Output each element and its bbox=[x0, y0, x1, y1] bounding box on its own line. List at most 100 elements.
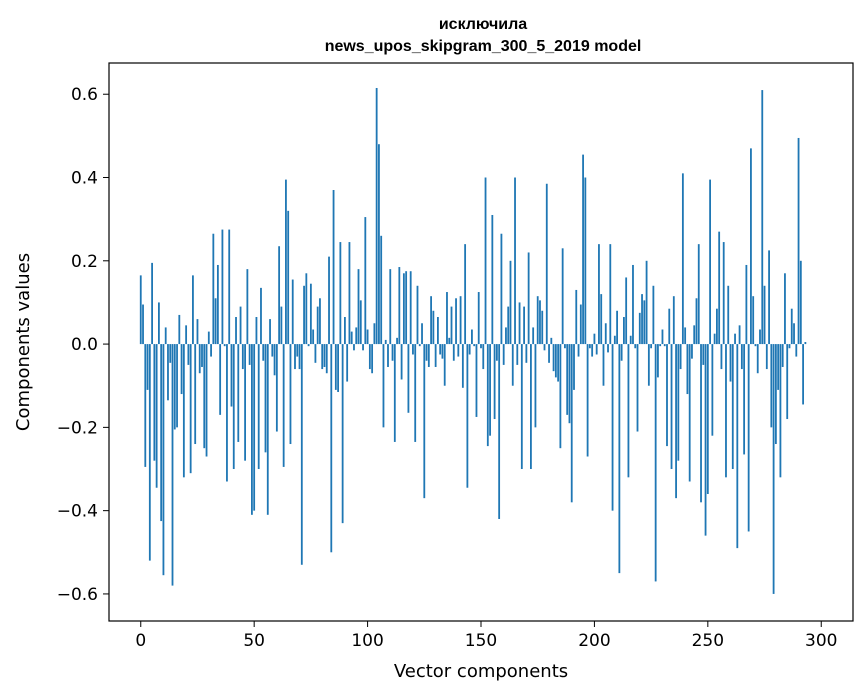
bar bbox=[759, 329, 761, 345]
bar bbox=[319, 298, 321, 345]
bar bbox=[266, 344, 269, 515]
bar bbox=[226, 344, 228, 482]
bar bbox=[273, 344, 276, 376]
bar bbox=[210, 344, 212, 357]
bar bbox=[709, 179, 711, 345]
bar bbox=[405, 271, 408, 345]
bar bbox=[205, 344, 208, 457]
bar bbox=[362, 344, 364, 351]
bar bbox=[700, 344, 702, 503]
bar bbox=[727, 285, 730, 345]
bar bbox=[495, 344, 498, 361]
bar bbox=[382, 344, 385, 428]
bar bbox=[201, 344, 203, 367]
bar bbox=[264, 344, 267, 453]
bar bbox=[498, 344, 501, 519]
bar bbox=[579, 304, 582, 345]
bar bbox=[461, 344, 464, 388]
bar bbox=[269, 319, 271, 345]
bar bbox=[366, 329, 369, 345]
bar bbox=[486, 344, 489, 447]
bar bbox=[291, 279, 294, 345]
bar bbox=[706, 344, 709, 494]
bar bbox=[616, 310, 618, 345]
bar bbox=[713, 333, 716, 345]
bar bbox=[178, 314, 181, 345]
bar bbox=[196, 319, 199, 345]
bar bbox=[575, 289, 578, 345]
bar bbox=[525, 344, 528, 363]
bar bbox=[464, 244, 467, 345]
bar bbox=[471, 329, 473, 345]
bar bbox=[368, 344, 371, 370]
bar bbox=[216, 264, 219, 345]
bar bbox=[393, 344, 396, 442]
bar bbox=[763, 285, 766, 345]
bar bbox=[511, 344, 514, 386]
bar bbox=[337, 344, 339, 392]
bar bbox=[164, 327, 167, 345]
bar bbox=[185, 325, 188, 345]
bar bbox=[541, 310, 544, 345]
bar bbox=[609, 244, 612, 345]
bar bbox=[607, 344, 609, 353]
bar bbox=[398, 267, 401, 345]
bar bbox=[507, 306, 510, 345]
bar bbox=[566, 344, 569, 415]
bar bbox=[223, 344, 226, 347]
bar bbox=[364, 217, 367, 345]
bar bbox=[425, 344, 428, 361]
bar bbox=[559, 344, 562, 449]
bar bbox=[636, 344, 639, 432]
bar bbox=[550, 337, 553, 345]
bar bbox=[334, 344, 337, 390]
bar bbox=[604, 323, 607, 345]
bar bbox=[756, 344, 759, 374]
y-axis-label: Components values bbox=[13, 253, 34, 431]
bar bbox=[720, 344, 723, 370]
bar bbox=[702, 344, 705, 365]
bar bbox=[418, 344, 421, 347]
bar bbox=[248, 344, 251, 365]
bar bbox=[539, 300, 541, 345]
bar bbox=[142, 304, 144, 345]
bar bbox=[328, 256, 330, 345]
chart-title-line-1: исключила bbox=[439, 16, 527, 33]
y-tick-label: −0.4 bbox=[57, 502, 98, 522]
bar bbox=[554, 344, 557, 378]
bar bbox=[740, 344, 743, 370]
bar bbox=[357, 269, 360, 345]
bar bbox=[146, 344, 149, 390]
x-tick-label: 300 bbox=[805, 631, 837, 651]
bar bbox=[289, 344, 292, 445]
bar bbox=[545, 183, 548, 345]
bar bbox=[400, 344, 403, 380]
bar bbox=[557, 344, 560, 382]
bar bbox=[432, 310, 435, 345]
y-tick-label: −0.2 bbox=[57, 418, 98, 438]
bar bbox=[625, 277, 628, 345]
bar bbox=[239, 306, 242, 345]
bar bbox=[228, 229, 231, 345]
bar bbox=[745, 264, 748, 345]
bar bbox=[666, 344, 668, 447]
bar bbox=[518, 302, 521, 345]
bar bbox=[482, 344, 485, 370]
bar bbox=[446, 292, 448, 345]
bar bbox=[657, 344, 659, 378]
bar bbox=[672, 296, 675, 345]
bar bbox=[623, 317, 625, 345]
bar bbox=[779, 344, 782, 478]
bar bbox=[427, 344, 430, 367]
bar bbox=[312, 329, 315, 345]
bar bbox=[332, 190, 335, 345]
x-tick-label: 100 bbox=[351, 631, 383, 651]
bar bbox=[278, 246, 281, 345]
bar bbox=[452, 344, 455, 361]
bar bbox=[593, 333, 596, 345]
bar bbox=[148, 344, 151, 561]
bar bbox=[734, 333, 736, 345]
bar bbox=[305, 273, 308, 345]
bar bbox=[441, 344, 444, 359]
bar bbox=[167, 344, 169, 401]
